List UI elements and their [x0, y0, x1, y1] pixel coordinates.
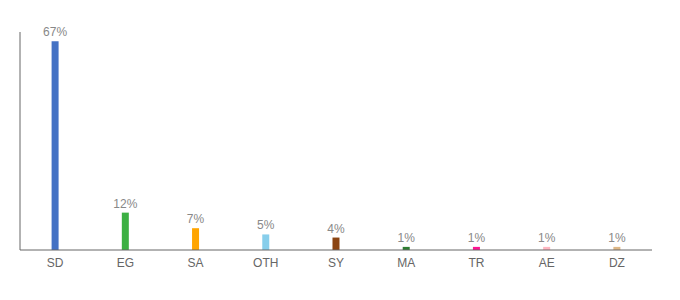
svg-text:DZ: DZ [609, 256, 625, 270]
svg-text:1%: 1% [398, 231, 416, 245]
svg-text:OTH: OTH [253, 256, 278, 270]
svg-text:TR: TR [468, 256, 484, 270]
svg-text:12%: 12% [113, 197, 137, 211]
svg-text:5%: 5% [257, 218, 275, 232]
svg-text:SD: SD [47, 256, 64, 270]
svg-text:SY: SY [328, 256, 344, 270]
svg-text:AE: AE [539, 256, 555, 270]
svg-text:SA: SA [188, 256, 204, 270]
svg-text:1%: 1% [608, 231, 626, 245]
svg-text:EG: EG [117, 256, 134, 270]
svg-text:7%: 7% [187, 212, 205, 226]
svg-text:1%: 1% [468, 231, 486, 245]
svg-text:MA: MA [397, 256, 415, 270]
svg-text:1%: 1% [538, 231, 556, 245]
svg-text:67%: 67% [43, 25, 67, 39]
svg-text:4%: 4% [327, 222, 345, 236]
